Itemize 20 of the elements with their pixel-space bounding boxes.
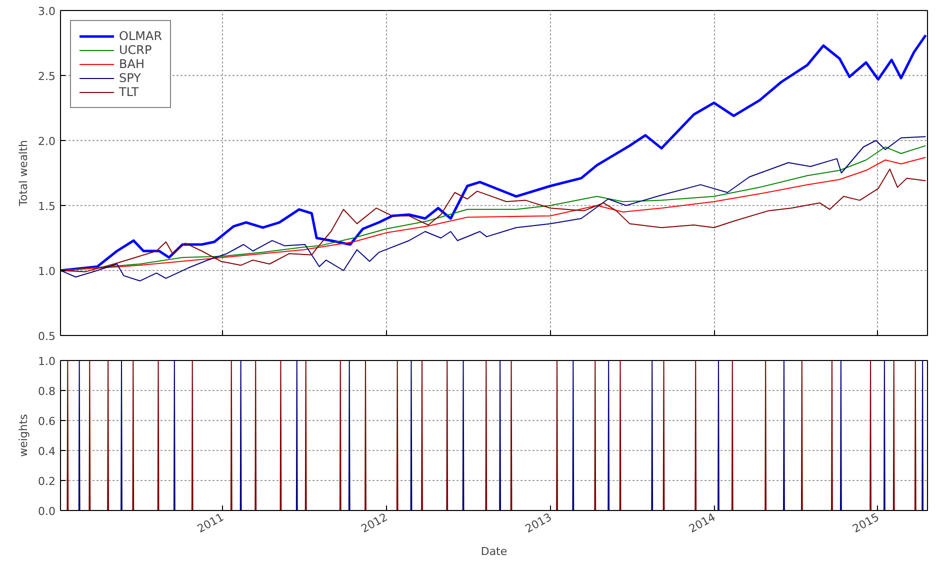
legend-label: UCRP xyxy=(119,43,152,57)
y-tick-label: 1.5 xyxy=(38,200,56,213)
y-tick-label: 0.5 xyxy=(38,330,56,343)
legend-label: BAH xyxy=(119,57,144,71)
legend-label: SPY xyxy=(119,71,141,85)
y-tick-label: 0.8 xyxy=(38,385,56,398)
y-tick-label: 0.0 xyxy=(38,505,56,518)
y-tick-label: 0.2 xyxy=(38,475,56,488)
y-tick-label: 2.0 xyxy=(38,135,56,148)
y-tick-label: 0.6 xyxy=(38,415,56,428)
y-tick-label: 1.0 xyxy=(38,265,56,278)
x-axis-title: Date xyxy=(480,544,508,558)
legend-label: OLMAR xyxy=(119,29,162,43)
y-tick-label: 2.5 xyxy=(38,70,56,83)
y-tick-label: 1.0 xyxy=(38,355,56,368)
y-tick-label: 3.0 xyxy=(38,5,56,18)
y-axis-title: Total wealth xyxy=(17,140,30,208)
legend-label: TLT xyxy=(119,85,139,99)
y-axis-title: weights xyxy=(17,414,30,457)
y-tick-label: 0.4 xyxy=(38,445,56,458)
